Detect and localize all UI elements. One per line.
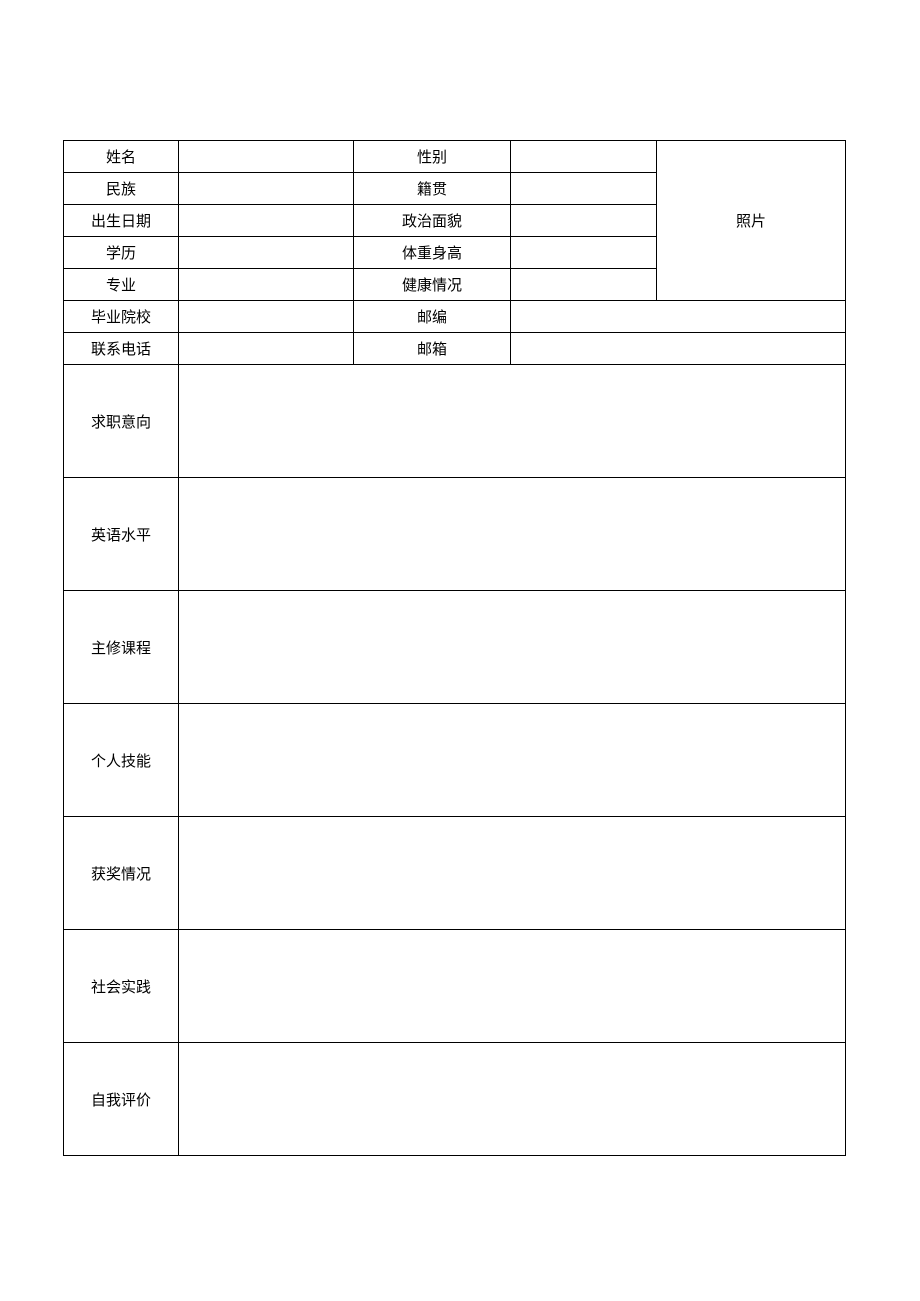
value-social-practice <box>179 930 846 1043</box>
label-major: 专业 <box>64 269 179 301</box>
value-english-level <box>179 478 846 591</box>
label-personal-skills: 个人技能 <box>64 704 179 817</box>
value-name <box>179 141 354 173</box>
label-self-evaluation: 自我评价 <box>64 1043 179 1156</box>
value-education <box>179 237 354 269</box>
label-zip: 邮编 <box>354 301 511 333</box>
value-email <box>511 333 846 365</box>
value-self-evaluation <box>179 1043 846 1156</box>
label-birth-date: 出生日期 <box>64 205 179 237</box>
value-personal-skills <box>179 704 846 817</box>
label-political-status: 政治面貌 <box>354 205 511 237</box>
label-main-courses: 主修课程 <box>64 591 179 704</box>
value-major <box>179 269 354 301</box>
value-health <box>511 269 657 301</box>
label-social-practice: 社会实践 <box>64 930 179 1043</box>
value-gender <box>511 141 657 173</box>
label-weight-height: 体重身高 <box>354 237 511 269</box>
label-name: 姓名 <box>64 141 179 173</box>
label-job-intention: 求职意向 <box>64 365 179 478</box>
value-phone <box>179 333 354 365</box>
label-health: 健康情况 <box>354 269 511 301</box>
label-english-level: 英语水平 <box>64 478 179 591</box>
photo-cell: 照片 <box>657 141 846 301</box>
value-main-courses <box>179 591 846 704</box>
label-ethnicity: 民族 <box>64 173 179 205</box>
value-political-status <box>511 205 657 237</box>
resume-form-table: 姓名 性别 照片 民族 籍贯 出生日期 政治面貌 学历 体重身高 专业 健康情况… <box>63 140 846 1156</box>
value-awards <box>179 817 846 930</box>
label-gender: 性别 <box>354 141 511 173</box>
value-ethnicity <box>179 173 354 205</box>
label-school: 毕业院校 <box>64 301 179 333</box>
label-education: 学历 <box>64 237 179 269</box>
value-job-intention <box>179 365 846 478</box>
value-birth-date <box>179 205 354 237</box>
value-native-place <box>511 173 657 205</box>
value-school <box>179 301 354 333</box>
label-phone: 联系电话 <box>64 333 179 365</box>
label-native-place: 籍贯 <box>354 173 511 205</box>
label-email: 邮箱 <box>354 333 511 365</box>
label-awards: 获奖情况 <box>64 817 179 930</box>
value-zip <box>511 301 846 333</box>
value-weight-height <box>511 237 657 269</box>
